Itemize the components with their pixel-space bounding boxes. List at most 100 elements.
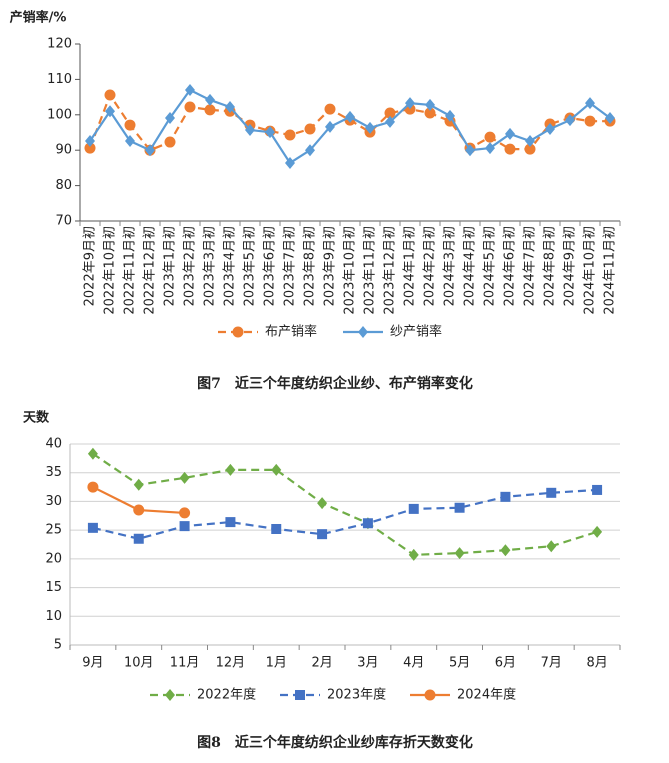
x-tick-label: 4月 xyxy=(403,656,424,671)
marker xyxy=(605,111,615,124)
marker xyxy=(504,143,516,155)
marker xyxy=(524,143,536,155)
y-tick-label: 5 xyxy=(54,638,62,653)
x-tick-label: 2月 xyxy=(311,656,332,671)
y-tick-label: 110 xyxy=(47,72,72,87)
marker xyxy=(84,142,96,154)
marker xyxy=(454,502,465,513)
legend-label: 2023年度 xyxy=(327,687,386,703)
marker xyxy=(592,484,603,495)
caption: 图7 近三个年度纺织企业纱、布产销率变化 xyxy=(197,375,473,392)
marker xyxy=(365,121,375,134)
marker xyxy=(133,504,145,516)
marker xyxy=(87,447,98,460)
series-line xyxy=(92,452,598,556)
marker xyxy=(317,497,328,510)
marker xyxy=(546,540,557,553)
x-tick-label: 2023年9月初 xyxy=(323,226,338,306)
marker xyxy=(184,101,196,113)
marker xyxy=(179,507,191,519)
marker xyxy=(145,144,155,157)
x-tick-label: 9月 xyxy=(82,656,103,671)
marker xyxy=(465,144,475,157)
x-tick-label: 2023年1月初 xyxy=(163,226,178,306)
marker xyxy=(424,107,436,119)
marker xyxy=(592,525,603,538)
x-tick-label: 11月 xyxy=(170,656,200,671)
x-tick-label: 2023年8月初 xyxy=(303,226,318,306)
marker xyxy=(545,122,555,135)
x-tick-label: 2023年2月初 xyxy=(183,226,198,306)
marker xyxy=(104,89,116,101)
marker xyxy=(185,84,195,97)
x-tick-label: 12月 xyxy=(216,656,246,671)
x-tick-label: 5月 xyxy=(449,656,470,671)
x-tick-label: 2024年9月初 xyxy=(563,226,578,306)
marker xyxy=(505,127,515,140)
marker xyxy=(485,142,495,155)
legend-label: 2022年度 xyxy=(197,687,256,703)
x-tick-label: 6月 xyxy=(495,656,516,671)
x-tick-label: 2024年3月初 xyxy=(443,226,458,306)
x-tick-label: 2022年9月初 xyxy=(83,226,98,306)
marker xyxy=(164,136,176,148)
marker xyxy=(87,522,98,533)
marker xyxy=(87,481,99,493)
x-tick-label: 2022年10月初 xyxy=(103,226,118,315)
marker xyxy=(445,109,455,122)
x-tick-label: 2023年10月初 xyxy=(343,226,358,315)
x-tick-label: 2024年4月初 xyxy=(463,226,478,306)
caption: 图8 近三个年度纺织企业纱库存折天数变化 xyxy=(197,734,473,751)
marker xyxy=(165,689,175,701)
y-tick-label: 40 xyxy=(45,437,62,452)
marker xyxy=(425,98,435,111)
marker xyxy=(265,126,275,139)
marker xyxy=(179,521,190,532)
marker xyxy=(165,111,175,124)
marker xyxy=(408,548,419,561)
marker xyxy=(500,491,511,502)
y-tick-label: 70 xyxy=(55,214,72,229)
x-tick-label: 1月 xyxy=(266,656,287,671)
marker xyxy=(405,97,415,110)
y-tick-label: 30 xyxy=(45,494,62,509)
x-tick-label: 2024年5月初 xyxy=(483,226,498,306)
marker xyxy=(584,115,596,127)
marker xyxy=(225,463,236,476)
marker xyxy=(305,144,315,157)
y-tick-label: 90 xyxy=(55,143,72,158)
marker xyxy=(205,93,215,106)
marker xyxy=(245,124,255,137)
marker xyxy=(325,120,335,133)
x-tick-label: 2022年11月初 xyxy=(123,226,138,315)
marker xyxy=(500,544,511,557)
legend-label: 2024年度 xyxy=(457,687,516,703)
marker xyxy=(204,104,216,116)
marker xyxy=(179,471,190,484)
y-tick-label: 25 xyxy=(45,523,62,538)
x-tick-label: 2024年7月初 xyxy=(523,226,538,306)
x-tick-label: 2024年11月初 xyxy=(603,226,618,315)
marker xyxy=(295,690,305,700)
y-tick-label: 20 xyxy=(45,551,62,566)
x-tick-label: 2023年6月初 xyxy=(263,226,278,306)
x-tick-label: 7月 xyxy=(541,656,562,671)
marker xyxy=(285,156,295,169)
marker xyxy=(317,529,328,540)
x-tick-label: 3月 xyxy=(357,656,378,671)
legend-label: 布产销率 xyxy=(265,324,317,340)
marker xyxy=(385,115,395,128)
y-tick-label: 80 xyxy=(55,178,72,193)
y-tick-label: 10 xyxy=(45,609,62,624)
x-tick-label: 2023年3月初 xyxy=(203,226,218,306)
marker xyxy=(225,517,236,528)
marker xyxy=(133,533,144,544)
x-tick-label: 8月 xyxy=(586,656,607,671)
x-tick-label: 2023年12月初 xyxy=(383,226,398,315)
marker xyxy=(546,487,557,498)
y-tick-label: 100 xyxy=(47,107,72,122)
marker xyxy=(424,689,436,701)
marker xyxy=(362,518,373,529)
marker xyxy=(125,134,135,147)
x-tick-label: 2024年8月初 xyxy=(543,226,558,306)
